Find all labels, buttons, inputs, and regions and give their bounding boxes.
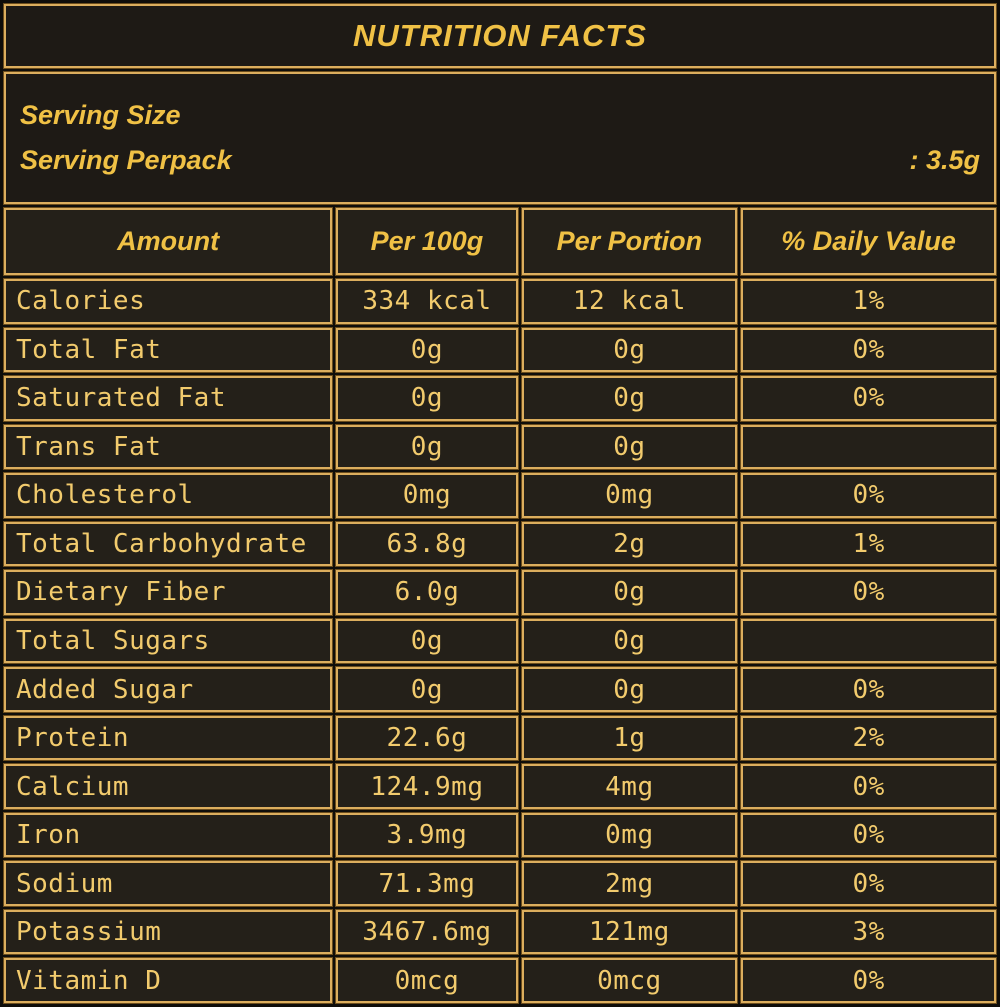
- table-row: Dietary Fiber 6.0g 0g 0%: [4, 570, 996, 615]
- cell-per-100g: 63.8g: [336, 521, 518, 567]
- table-header-row: Amount Per 100g Per Portion % Daily Valu…: [4, 208, 996, 276]
- cell-amount: Iron: [4, 812, 333, 858]
- serving-cell: Serving Size Serving Perpack : 3.5g: [4, 72, 996, 205]
- cell-per-portion: 0g: [521, 376, 738, 421]
- cell-daily-value: 0%: [741, 958, 996, 1003]
- cell-daily-value: 1%: [741, 279, 996, 324]
- table-row: Total Fat 0g 0g 0%: [4, 327, 996, 373]
- cell-per-100g: 0g: [336, 424, 518, 470]
- cell-amount: Calcium: [4, 764, 333, 809]
- table-row: Vitamin D 0mcg 0mcg 0%: [4, 958, 996, 1003]
- cell-per-portion: 0g: [521, 667, 738, 712]
- cell-per-portion: 4mg: [521, 764, 738, 809]
- cell-amount: Potassium: [4, 909, 333, 955]
- serving-perpack-value: : 3.5g: [909, 145, 980, 176]
- table-row: Iron 3.9mg 0mg 0%: [4, 812, 996, 858]
- cell-per-portion: 0mg: [521, 812, 738, 858]
- table-row: Potassium 3467.6mg 121mg 3%: [4, 909, 996, 955]
- cell-per-100g: 124.9mg: [336, 764, 518, 809]
- cell-per-portion: 0g: [521, 570, 738, 615]
- cell-amount: Dietary Fiber: [4, 570, 333, 615]
- serving-perpack-line: Serving Perpack : 3.5g: [20, 138, 980, 183]
- serving-row: Serving Size Serving Perpack : 3.5g: [4, 72, 996, 205]
- cell-amount: Total Carbohydrate: [4, 521, 333, 567]
- table-row: Calories 334 kcal 12 kcal 1%: [4, 279, 996, 324]
- cell-daily-value: 0%: [741, 327, 996, 373]
- cell-per-100g: 0g: [336, 376, 518, 421]
- cell-daily-value: 1%: [741, 521, 996, 567]
- cell-per-portion: 0g: [521, 327, 738, 373]
- cell-per-100g: 334 kcal: [336, 279, 518, 324]
- cell-amount: Sodium: [4, 861, 333, 906]
- table-row: Sodium 71.3mg 2mg 0%: [4, 861, 996, 906]
- header-amount: Amount: [4, 208, 333, 276]
- cell-amount: Protein: [4, 715, 333, 761]
- cell-per-portion: 12 kcal: [521, 279, 738, 324]
- cell-per-portion: 2g: [521, 521, 738, 567]
- cell-amount: Cholesterol: [4, 473, 333, 518]
- cell-per-portion: 0mg: [521, 473, 738, 518]
- nutrition-facts-title: NUTRITION FACTS: [4, 4, 996, 69]
- cell-amount: Total Sugars: [4, 618, 333, 664]
- cell-amount: Saturated Fat: [4, 376, 333, 421]
- nutrition-table-body: Calories 334 kcal 12 kcal 1% Total Fat 0g 0g 0%…: [4, 279, 996, 1003]
- title-row: NUTRITION FACTS: [4, 4, 996, 69]
- header-per-100g: Per 100g: [336, 208, 518, 276]
- cell-daily-value: 0%: [741, 812, 996, 858]
- cell-per-100g: 3467.6mg: [336, 909, 518, 955]
- cell-per-portion: 121mg: [521, 909, 738, 955]
- cell-amount: Vitamin D: [4, 958, 333, 1003]
- header-per-portion: Per Portion: [521, 208, 738, 276]
- cell-per-100g: 0g: [336, 327, 518, 373]
- cell-per-portion: 2mg: [521, 861, 738, 906]
- cell-per-100g: 6.0g: [336, 570, 518, 615]
- cell-amount: Added Sugar: [4, 667, 333, 712]
- cell-per-100g: 3.9mg: [336, 812, 518, 858]
- cell-amount: Total Fat: [4, 327, 333, 373]
- table-row: Total Sugars 0g 0g: [4, 618, 996, 664]
- cell-daily-value: 3%: [741, 909, 996, 955]
- table-row: Added Sugar 0g 0g 0%: [4, 667, 996, 712]
- cell-amount: Calories: [4, 279, 333, 324]
- cell-per-portion: 1g: [521, 715, 738, 761]
- cell-per-portion: 0mcg: [521, 958, 738, 1003]
- cell-per-portion: 0g: [521, 618, 738, 664]
- table-row: Trans Fat 0g 0g: [4, 424, 996, 470]
- table-row: Calcium 124.9mg 4mg 0%: [4, 764, 996, 809]
- cell-per-100g: 0mg: [336, 473, 518, 518]
- cell-daily-value: [741, 618, 996, 664]
- cell-per-portion: 0g: [521, 424, 738, 470]
- cell-per-100g: 22.6g: [336, 715, 518, 761]
- header-daily-value: % Daily Value: [741, 208, 996, 276]
- cell-per-100g: 0mcg: [336, 958, 518, 1003]
- cell-daily-value: 0%: [741, 667, 996, 712]
- serving-size-line: Serving Size: [20, 93, 980, 138]
- cell-daily-value: 0%: [741, 376, 996, 421]
- cell-daily-value: 0%: [741, 570, 996, 615]
- serving-size-label: Serving Size: [20, 100, 181, 131]
- cell-daily-value: 0%: [741, 764, 996, 809]
- cell-per-100g: 0g: [336, 667, 518, 712]
- cell-daily-value: 2%: [741, 715, 996, 761]
- cell-daily-value: 0%: [741, 473, 996, 518]
- table-row: Protein 22.6g 1g 2%: [4, 715, 996, 761]
- cell-per-100g: 71.3mg: [336, 861, 518, 906]
- cell-amount: Trans Fat: [4, 424, 333, 470]
- table-row: Saturated Fat 0g 0g 0%: [4, 376, 996, 421]
- serving-perpack-label: Serving Perpack: [20, 145, 232, 176]
- cell-daily-value: 0%: [741, 861, 996, 906]
- table-row: Cholesterol 0mg 0mg 0%: [4, 473, 996, 518]
- cell-daily-value: [741, 424, 996, 470]
- cell-per-100g: 0g: [336, 618, 518, 664]
- table-row: Total Carbohydrate 63.8g 2g 1%: [4, 521, 996, 567]
